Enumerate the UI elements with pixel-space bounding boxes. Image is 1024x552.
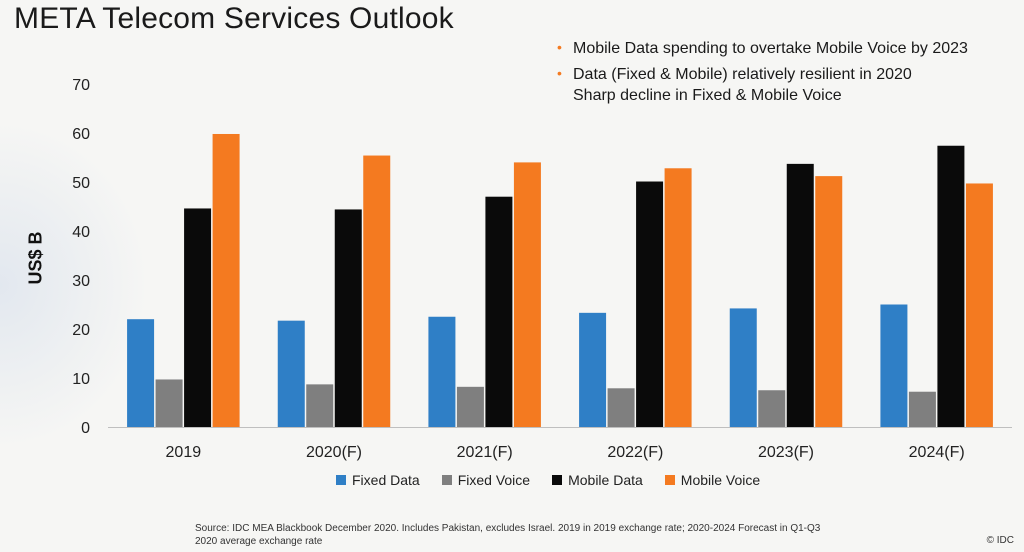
bar-mobile-voice	[513, 162, 541, 427]
y-tick-label: 30	[72, 273, 90, 290]
bar-mobile-voice	[212, 133, 240, 428]
x-tick-label: 2024(F)	[909, 444, 965, 461]
bar-mobile-data	[786, 163, 814, 427]
bar-fixed-data	[277, 320, 305, 427]
x-tick-label: 2022(F)	[607, 444, 663, 461]
y-tick-label: 50	[72, 175, 90, 192]
x-tick-label: 2023(F)	[758, 444, 814, 461]
bar-mobile-voice	[815, 176, 843, 427]
key-point-text: Data (Fixed & Mobile) relatively resilie…	[573, 66, 912, 83]
legend-label: Mobile Data	[568, 472, 643, 488]
bar-fixed-data	[729, 308, 757, 427]
x-tick-label: 2021(F)	[457, 444, 513, 461]
legend-item: Fixed Data	[336, 472, 420, 488]
bar-fixed-voice	[607, 388, 635, 427]
bar-fixed-voice	[758, 390, 786, 427]
legend-item: Fixed Voice	[441, 472, 531, 488]
y-tick-label: 60	[72, 126, 90, 143]
legend-label: Mobile Voice	[680, 472, 761, 488]
key-point: Mobile Data spending to overtake Mobile …	[555, 37, 968, 59]
legend-label: Fixed Voice	[457, 472, 531, 488]
bar-mobile-data	[485, 196, 513, 427]
legend-label: Fixed Data	[352, 472, 420, 488]
y-tick-label: 20	[72, 322, 90, 339]
bar-mobile-data	[184, 208, 212, 427]
bar-fixed-voice	[155, 379, 183, 427]
x-tick-label: 2020(F)	[306, 444, 362, 461]
key-point-text: Mobile Data spending to overtake Mobile …	[573, 40, 968, 57]
y-tick-label: 0	[81, 420, 90, 437]
y-tick-label: 10	[72, 371, 90, 388]
bar-fixed-data	[579, 312, 607, 427]
x-tick-label: 2019	[166, 444, 202, 461]
bar-fixed-data	[880, 304, 908, 427]
bar-fixed-data	[127, 319, 155, 427]
legend-item: Mobile Data	[552, 472, 643, 488]
page-title: META Telecom Services Outlook	[14, 2, 454, 35]
bar-fixed-voice	[456, 386, 484, 427]
source-note: Source: IDC MEA Blackbook December 2020.…	[195, 523, 821, 547]
bar-fixed-voice	[306, 384, 334, 427]
legend-swatch-fixed-voice	[441, 475, 452, 485]
y-tick-label: 70	[72, 77, 90, 94]
background-glow	[0, 120, 150, 450]
key-points-list: Mobile Data spending to overtake Mobile …	[555, 37, 968, 111]
bar-mobile-data	[334, 209, 362, 427]
bar-mobile-voice	[363, 155, 391, 428]
bar-fixed-data	[428, 316, 456, 427]
key-point: Data (Fixed & Mobile) relatively resilie…	[555, 63, 968, 106]
legend-item: Mobile Voice	[664, 472, 761, 488]
bar-mobile-data	[937, 145, 965, 428]
chart-legend: Fixed Data Fixed Voice Mobile Data Mobil…	[336, 472, 760, 488]
key-point-text: Sharp decline in Fixed & Mobile Voice	[573, 87, 842, 104]
bar-mobile-voice	[664, 168, 692, 427]
bar-fixed-voice	[908, 391, 936, 427]
y-tick-label: 40	[72, 224, 90, 241]
legend-swatch-mobile-data	[552, 475, 563, 485]
legend-swatch-fixed-data	[336, 475, 346, 485]
copyright-notice: © IDC	[986, 535, 1014, 546]
bar-mobile-data	[636, 181, 664, 427]
bar-mobile-voice	[965, 183, 993, 427]
legend-swatch-mobile-voice	[664, 475, 675, 485]
